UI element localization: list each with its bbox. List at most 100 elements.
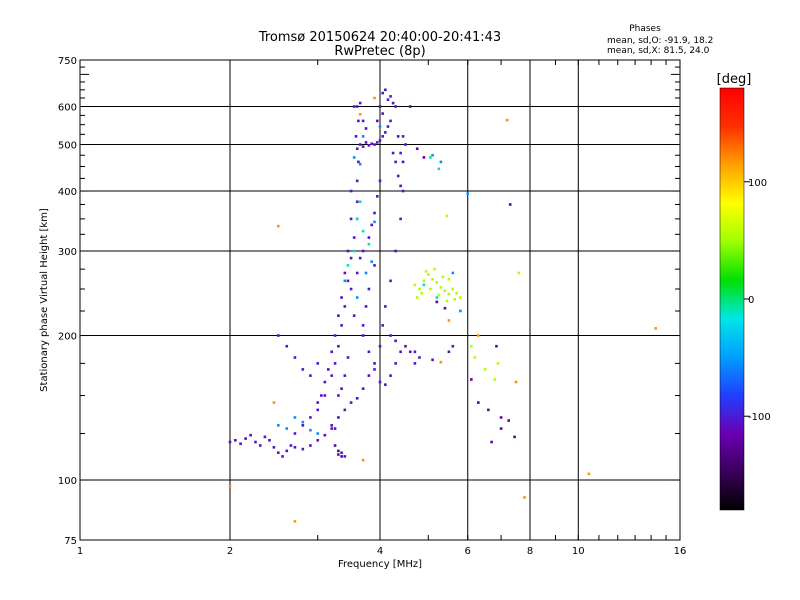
data-point bbox=[384, 88, 387, 92]
data-point bbox=[355, 200, 359, 204]
data-point bbox=[493, 378, 497, 381]
data-point bbox=[523, 496, 526, 499]
data-point bbox=[361, 145, 365, 148]
data-point bbox=[451, 344, 455, 348]
y-tick-label: 500 bbox=[58, 141, 77, 152]
data-point bbox=[381, 91, 384, 95]
data-point bbox=[361, 135, 365, 138]
data-point bbox=[239, 442, 242, 446]
data-point bbox=[343, 455, 347, 458]
data-point bbox=[276, 224, 280, 228]
data-point bbox=[408, 105, 412, 108]
data-point bbox=[477, 401, 480, 404]
data-point bbox=[333, 362, 337, 365]
data-point bbox=[394, 249, 397, 253]
data-point bbox=[301, 424, 305, 427]
x-tick-label: 10 bbox=[572, 546, 585, 557]
data-point bbox=[431, 153, 434, 157]
data-point bbox=[445, 214, 449, 218]
data-point bbox=[384, 305, 387, 308]
data-point bbox=[396, 135, 400, 138]
data-point bbox=[401, 135, 405, 138]
data-point bbox=[447, 350, 451, 354]
data-point bbox=[358, 200, 362, 204]
data-point bbox=[268, 438, 271, 442]
data-point bbox=[495, 344, 498, 348]
data-point bbox=[435, 300, 439, 304]
data-point bbox=[355, 217, 359, 221]
data-point bbox=[337, 344, 340, 348]
data-point bbox=[443, 306, 447, 310]
data-point bbox=[358, 143, 362, 146]
data-point bbox=[343, 279, 347, 283]
data-point bbox=[415, 147, 419, 151]
phase-stats-o-mode: mean, sd,O: -91.9, 18.2 bbox=[607, 36, 713, 46]
data-point bbox=[389, 334, 392, 337]
data-point bbox=[340, 451, 343, 455]
data-point bbox=[433, 267, 436, 271]
data-point bbox=[375, 119, 379, 123]
x-tick-label: 6 bbox=[465, 546, 471, 557]
data-point bbox=[373, 211, 376, 215]
data-point bbox=[389, 279, 392, 283]
data-point bbox=[367, 350, 371, 354]
data-point bbox=[513, 435, 516, 439]
data-point bbox=[276, 451, 280, 455]
phase-stats-x-mode: mean, sd,X: 81.5, 24.0 bbox=[607, 46, 710, 56]
data-point bbox=[355, 105, 359, 108]
data-point bbox=[293, 416, 297, 419]
data-point bbox=[384, 131, 387, 134]
colorbar-tick-label: -100 bbox=[748, 412, 771, 423]
data-point bbox=[346, 356, 350, 359]
data-point bbox=[459, 296, 462, 299]
data-point bbox=[399, 217, 402, 221]
chart-subtitle: RwPretec (8p) bbox=[334, 44, 425, 59]
data-point bbox=[355, 179, 359, 183]
data-point bbox=[357, 160, 360, 164]
data-point bbox=[396, 174, 400, 178]
data-point bbox=[367, 287, 371, 291]
data-point bbox=[654, 327, 657, 330]
data-point bbox=[437, 167, 441, 171]
data-point bbox=[337, 453, 340, 456]
data-point bbox=[263, 435, 267, 439]
data-point bbox=[508, 203, 512, 206]
data-point bbox=[378, 105, 382, 108]
data-point bbox=[455, 291, 458, 295]
data-point bbox=[343, 271, 347, 275]
data-point bbox=[441, 275, 445, 279]
data-point bbox=[343, 305, 347, 308]
data-point bbox=[381, 324, 384, 327]
data-point bbox=[349, 217, 353, 221]
data-point bbox=[234, 438, 237, 442]
data-point bbox=[424, 270, 428, 273]
data-point bbox=[499, 416, 503, 419]
data-point bbox=[285, 344, 289, 348]
data-point bbox=[361, 334, 365, 337]
chart-title: Tromsø 20150624 20:40:00-20:41:43 bbox=[258, 30, 501, 45]
data-point bbox=[389, 95, 392, 98]
data-point bbox=[361, 229, 365, 233]
data-point bbox=[367, 374, 371, 377]
data-point bbox=[429, 156, 432, 159]
y-tick-label: 600 bbox=[58, 103, 77, 114]
data-point bbox=[355, 271, 359, 275]
data-point bbox=[499, 427, 503, 430]
data-point bbox=[453, 297, 457, 301]
data-point bbox=[293, 520, 297, 523]
data-point bbox=[349, 287, 353, 291]
data-point bbox=[420, 291, 423, 295]
data-point bbox=[349, 256, 353, 260]
y-tick-label: 75 bbox=[64, 536, 77, 547]
data-point bbox=[447, 319, 451, 322]
data-point bbox=[330, 374, 334, 377]
data-point bbox=[340, 296, 343, 299]
data-point bbox=[413, 283, 417, 287]
data-point bbox=[587, 472, 591, 476]
data-point bbox=[429, 287, 432, 291]
y-axis-label: Stationary phase Virtual Height [km] bbox=[39, 208, 50, 392]
data-point bbox=[422, 283, 426, 287]
data-point bbox=[418, 356, 421, 359]
data-point bbox=[330, 427, 334, 430]
